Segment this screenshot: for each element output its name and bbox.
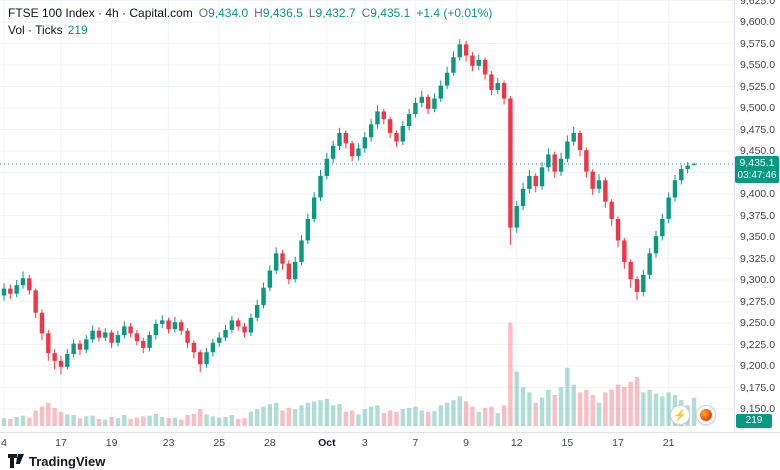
change-value: +1.4 (+0.01%) — [416, 6, 493, 20]
tradingview-brand-text: TradingView — [29, 453, 106, 469]
time-axis-label: 25 — [213, 437, 226, 449]
time-axis-label: 9 — [463, 437, 469, 449]
lightning-icon: ⚡ — [673, 409, 687, 422]
bar-countdown: 03:47:46 — [737, 169, 777, 181]
price-axis-label: 9,550.0 — [740, 59, 776, 71]
time-axis-label: Oct — [318, 437, 336, 449]
time-axis-label: 28 — [264, 437, 276, 449]
price-axis-label: 9,450.0 — [740, 145, 776, 157]
price-axis-label: 9,475.0 — [740, 123, 776, 136]
price-axis-label: 9,575.0 — [740, 37, 776, 50]
emoji-icon — [700, 409, 712, 421]
tradingview-logo-icon — [8, 454, 24, 468]
price-axis-label: 9,175.0 — [740, 381, 776, 394]
price-axis-label: 9,150.0 — [740, 403, 776, 415]
current-price: 9,435.1 — [739, 156, 775, 169]
time-axis-label: 17 — [612, 437, 624, 449]
volume-series — [1, 322, 697, 426]
price-axis-label: 9,225.0 — [740, 338, 776, 351]
symbol-title[interactable]: FTSE 100 Index · 4h · Capital.com — [8, 6, 193, 20]
high-value: 9,436.5 — [262, 6, 303, 20]
time-axis-label: 7 — [412, 437, 419, 449]
price-axis-label: 9,400.0 — [740, 188, 776, 200]
grid-lines — [0, 0, 734, 432]
price-axis-label: 9,325.0 — [740, 252, 776, 265]
price-axis[interactable]: 9,625.0 9,600.0 9,575.0 9,550.0 9,525.0 9,500… — [734, 0, 780, 452]
current-price-badge: 9,435.1 03:47:46 — [735, 155, 779, 183]
volume-indicator-value: 219 — [67, 23, 88, 37]
price-axis-label: 9,300.0 — [740, 274, 776, 286]
instant-trading-button[interactable]: ⚡ — [670, 405, 690, 425]
time-axis-label: 19 — [105, 437, 118, 449]
tradingview-attribution[interactable]: TradingView — [8, 452, 105, 470]
current-volume-badge: 219 — [736, 414, 772, 428]
high-label: H — [254, 6, 263, 20]
price-axis-label: 9,375.0 — [740, 209, 776, 222]
close-label: C — [361, 6, 371, 20]
time-axis-label: 12 — [510, 437, 523, 449]
open-value: 9,434.0 — [208, 6, 249, 20]
time-axis-label: 4 — [1, 437, 7, 449]
price-axis-label: 9,525.0 — [740, 80, 776, 93]
low-value: 9,432.7 — [315, 6, 356, 20]
price-axis-label: 9,250.0 — [740, 317, 776, 329]
time-axis-label: 21 — [662, 437, 675, 449]
time-axis-label: 3 — [361, 437, 368, 449]
time-axis-label: 17 — [55, 437, 67, 449]
time-axis-label: 23 — [162, 437, 175, 449]
price-axis-label: 9,625.0 — [740, 0, 776, 7]
candle-series — [1, 39, 697, 375]
price-axis-label: 9,600.0 — [740, 16, 776, 28]
low-label: L — [308, 6, 316, 20]
time-axis-label: 15 — [561, 437, 574, 449]
price-axis-label: 9,275.0 — [740, 295, 776, 308]
price-axis-label: 9,350.0 — [740, 231, 776, 243]
close-value: 9,435.1 — [370, 6, 411, 20]
price-axis-label: 9,200.0 — [740, 360, 776, 372]
time-axis[interactable]: 4 17 19 23 25 28 Oct 3 7 9 12 15 17 21 — [0, 432, 780, 453]
chart-canvas[interactable] — [0, 0, 734, 432]
candlestick-chart[interactable] — [0, 0, 734, 432]
reaction-button[interactable] — [696, 405, 716, 425]
chart-legend: FTSE 100 Index · 4h · Capital.com O9,434.… — [8, 6, 492, 38]
volume-indicator-label[interactable]: Vol · Ticks — [8, 23, 63, 37]
open-label: O — [198, 6, 209, 20]
price-axis-label: 9,500.0 — [740, 102, 776, 114]
